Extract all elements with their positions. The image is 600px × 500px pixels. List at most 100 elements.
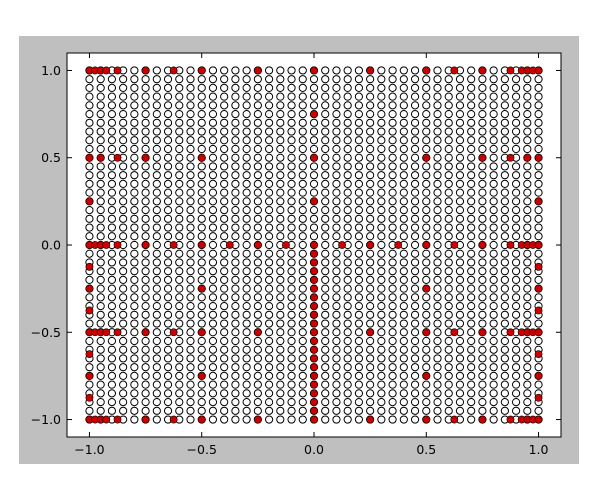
- data-point-open: [208, 83, 218, 93]
- data-point-open: [354, 293, 364, 302]
- data-point-open: [309, 118, 319, 127]
- data-point-open: [410, 197, 420, 206]
- data-point-filled: [310, 66, 318, 75]
- data-point-open: [422, 310, 431, 319]
- data-point-open: [489, 336, 498, 346]
- data-point-open: [500, 118, 509, 127]
- data-point-open: [208, 153, 218, 162]
- data-point-open: [433, 354, 442, 363]
- data-point-open: [388, 397, 397, 407]
- data-point-open: [264, 363, 274, 372]
- data-point-filled: [506, 328, 515, 337]
- data-point-open: [276, 354, 285, 363]
- data-point-open: [242, 301, 251, 311]
- data-point-open: [253, 363, 262, 372]
- data-point-open: [455, 92, 465, 101]
- data-point-open: [377, 345, 386, 354]
- data-point-open: [410, 144, 420, 154]
- data-point-open: [119, 223, 128, 232]
- data-point-open: [298, 336, 307, 346]
- data-point-open: [478, 188, 487, 197]
- data-point-open: [220, 179, 229, 189]
- data-point-open: [175, 118, 184, 127]
- data-point-open: [399, 197, 408, 206]
- data-point-open: [85, 380, 94, 389]
- data-point-open: [511, 406, 521, 415]
- data-point-open: [163, 371, 173, 381]
- data-point-open: [96, 127, 105, 136]
- data-point-open: [511, 293, 521, 302]
- data-point-open: [141, 179, 150, 189]
- data-point-open: [489, 319, 498, 328]
- data-point-open: [332, 109, 341, 119]
- data-point-open: [130, 275, 139, 285]
- data-point-open: [354, 406, 364, 415]
- data-point-open: [186, 109, 195, 119]
- data-point-open: [354, 249, 364, 258]
- data-point-open: [107, 127, 117, 136]
- data-point-open: [467, 197, 476, 206]
- data-point-open: [523, 371, 532, 381]
- data-point-open: [455, 214, 465, 223]
- data-point-open: [287, 301, 296, 311]
- data-point-open: [298, 232, 307, 241]
- data-point-open: [388, 171, 397, 180]
- data-point-open: [276, 267, 285, 276]
- data-point-open: [287, 319, 296, 328]
- data-point-open: [175, 92, 184, 101]
- data-point-open: [186, 363, 195, 372]
- data-point-open: [242, 415, 251, 424]
- data-point-open: [186, 66, 195, 75]
- data-point-open: [410, 66, 420, 75]
- data-point-open: [197, 310, 206, 319]
- data-point-open: [377, 301, 386, 311]
- data-point-open: [264, 118, 274, 127]
- data-point-open: [523, 336, 532, 346]
- data-point-open: [366, 205, 375, 215]
- data-point-open: [399, 75, 408, 84]
- data-point-open: [343, 301, 352, 311]
- data-point-open: [152, 171, 161, 180]
- data-point-open: [366, 249, 375, 258]
- data-point-open: [410, 319, 420, 328]
- data-point-open: [377, 336, 386, 346]
- data-point-open: [119, 284, 128, 293]
- data-point-open: [366, 301, 375, 311]
- data-point-open: [175, 406, 184, 415]
- data-point-open: [523, 319, 532, 328]
- data-point-open: [231, 144, 240, 154]
- data-point-open: [489, 109, 498, 119]
- data-point-filled: [310, 372, 318, 380]
- data-point-open: [163, 197, 173, 206]
- data-point-open: [388, 284, 397, 293]
- data-point-open: [107, 371, 117, 381]
- data-point-open: [534, 205, 543, 215]
- data-point-filled: [478, 153, 487, 162]
- data-point-open: [478, 232, 487, 241]
- data-point-open: [264, 354, 274, 363]
- data-point-open: [478, 197, 487, 206]
- data-point-open: [523, 301, 532, 311]
- data-point-open: [231, 345, 240, 354]
- data-point-open: [343, 144, 352, 154]
- data-point-open: [478, 75, 487, 84]
- data-point-open: [422, 223, 431, 232]
- data-point-open: [332, 162, 341, 171]
- data-point-open: [186, 144, 195, 154]
- data-point-open: [96, 389, 105, 398]
- data-point-open: [366, 162, 375, 171]
- data-point-open: [276, 336, 285, 346]
- data-point-filled: [366, 415, 375, 424]
- data-point-open: [197, 109, 206, 119]
- data-point-open: [163, 205, 173, 215]
- data-point-open: [298, 153, 307, 162]
- data-point-open: [534, 144, 543, 154]
- data-point-open: [489, 363, 498, 372]
- data-point-open: [242, 345, 251, 354]
- data-point-open: [163, 136, 173, 145]
- data-point-open: [433, 197, 442, 206]
- data-point-open: [523, 310, 532, 319]
- data-point-open: [220, 371, 229, 381]
- data-point-open: [399, 83, 408, 93]
- data-point-open: [422, 232, 431, 241]
